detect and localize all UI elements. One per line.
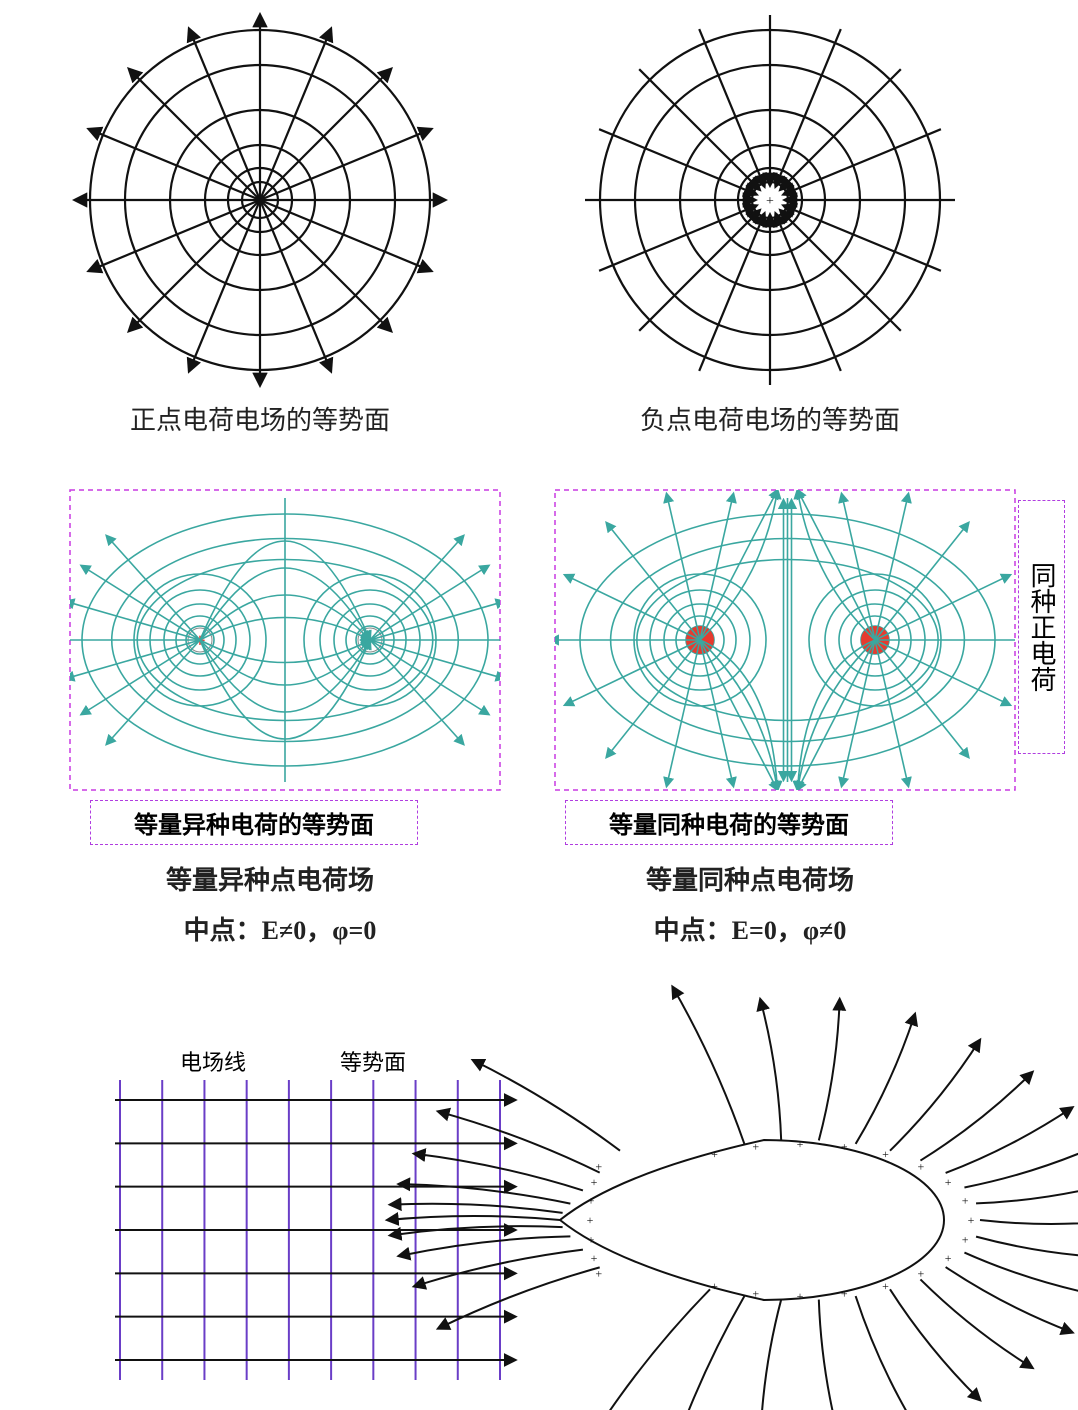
svg-text:+: + xyxy=(591,1175,598,1189)
point-charge-diagram: + xyxy=(585,15,955,385)
caption-negative-charge: 负点电荷电场的等势面 xyxy=(590,400,950,437)
uniform-field-diagram xyxy=(115,1080,515,1380)
opposite-charges-diagram: +− xyxy=(60,498,510,782)
conductor-diagram: ++++++++++++++++++++++++ xyxy=(388,987,1078,1410)
svg-text:+: + xyxy=(918,1267,925,1281)
svg-text:+: + xyxy=(711,1147,718,1161)
svg-text:+: + xyxy=(962,1233,969,1247)
legend-fieldline: 电场线 xyxy=(180,1045,246,1077)
point-charge-diagram: + xyxy=(75,15,445,385)
note-same: 中点：E=0，φ≠0 xyxy=(580,910,920,947)
svg-text:+: + xyxy=(882,1147,889,1161)
svg-text:+: + xyxy=(882,1279,889,1293)
svg-text:+: + xyxy=(711,1279,718,1293)
note-opposite: 中点：E≠0，φ=0 xyxy=(110,910,450,947)
svg-text:+: + xyxy=(841,1140,848,1154)
svg-text:+: + xyxy=(587,1213,594,1227)
caption-positive-charge: 正点电荷电场的等势面 xyxy=(90,400,430,437)
svg-text:+: + xyxy=(588,1193,595,1207)
svg-text:+: + xyxy=(256,194,264,209)
svg-text:+: + xyxy=(841,1286,848,1300)
svg-text:+: + xyxy=(945,1175,952,1189)
legend-equipotential: 等势面 xyxy=(340,1045,406,1077)
svg-text:+: + xyxy=(968,1213,975,1227)
boxed-caption-same: 等量同种电荷的等势面 xyxy=(565,800,893,845)
svg-text:+: + xyxy=(752,1140,759,1154)
svg-text:+: + xyxy=(591,1251,598,1265)
svg-text:+: + xyxy=(962,1193,969,1207)
page: +++−++++++++++++++++++++++++ 正点电荷电场的等势面 … xyxy=(0,0,1078,1410)
like-charges-diagram xyxy=(550,490,1025,790)
svg-text:+: + xyxy=(945,1251,952,1265)
svg-text:+: + xyxy=(752,1286,759,1300)
svg-text:+: + xyxy=(797,1289,804,1303)
boxed-caption-opposite: 等量异种电荷的等势面 xyxy=(90,800,418,845)
svg-text:+: + xyxy=(766,194,774,209)
side-label-same-positive: 同种正电荷 xyxy=(1018,500,1065,754)
diagrams-svg: +++−++++++++++++++++++++++++ xyxy=(0,0,1078,1410)
caption2-same: 等量同种点电荷场 xyxy=(590,860,910,897)
svg-text:+: + xyxy=(797,1137,804,1151)
caption2-opposite: 等量异种点电荷场 xyxy=(120,860,420,897)
svg-text:+: + xyxy=(588,1233,595,1247)
